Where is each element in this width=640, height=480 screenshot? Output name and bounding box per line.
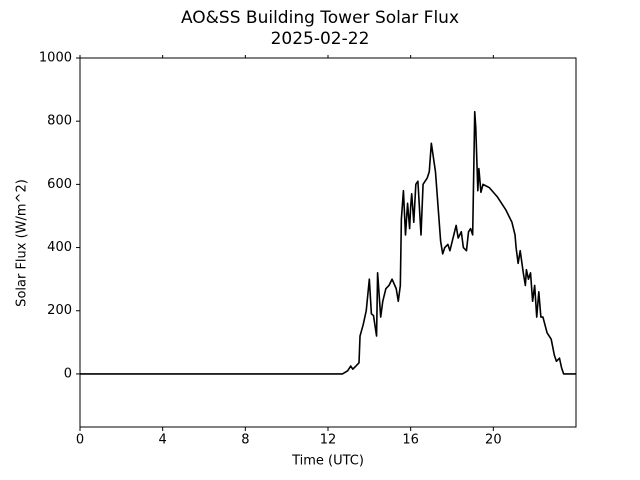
plot-frame xyxy=(79,57,577,428)
chart-subtitle: 2025-02-22 xyxy=(271,29,370,49)
y-tick-label: 1000 xyxy=(39,51,72,66)
x-tick-label: 0 xyxy=(76,433,84,448)
x-tick-label: 12 xyxy=(320,433,337,448)
x-tick-label: 16 xyxy=(402,433,419,448)
y-tick-label: 200 xyxy=(47,303,72,318)
x-tick-label: 4 xyxy=(159,433,167,448)
y-axis-label: Solar Flux (W/m^2) xyxy=(15,179,30,307)
chart-title: AO&SS Building Tower Solar Flux xyxy=(181,8,459,28)
y-tick-label: 800 xyxy=(47,114,72,129)
data-line xyxy=(80,110,576,375)
y-tick-label: 0 xyxy=(64,366,72,381)
x-tick-label: 20 xyxy=(485,433,502,448)
x-axis-label: Time (UTC) xyxy=(291,454,364,469)
y-tick-label: 400 xyxy=(47,240,72,255)
y-tick-label: 600 xyxy=(47,177,72,192)
x-tick-label: 8 xyxy=(241,433,249,448)
